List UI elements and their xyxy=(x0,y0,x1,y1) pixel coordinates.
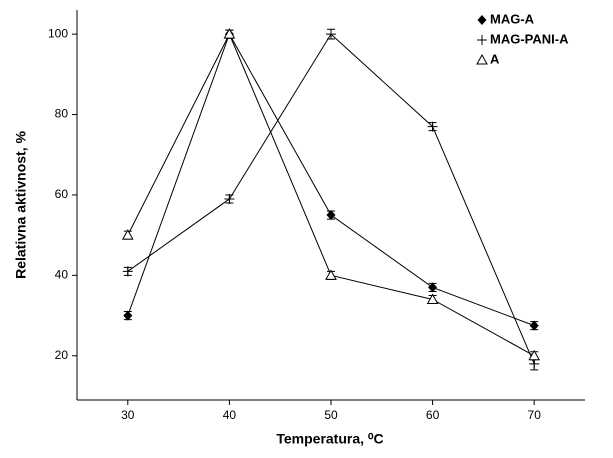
marker xyxy=(326,210,336,221)
x-tick-label: 50 xyxy=(324,408,338,422)
marker xyxy=(123,310,133,321)
x-tick-label: 60 xyxy=(426,408,440,422)
y-tick-label: 80 xyxy=(55,107,69,121)
marker xyxy=(122,266,133,277)
x-tick-label: 40 xyxy=(223,408,237,422)
marker xyxy=(326,29,336,40)
marker xyxy=(121,229,134,240)
series-line xyxy=(127,33,535,365)
legend-label: A xyxy=(490,51,500,66)
marker xyxy=(223,28,236,39)
legend-marker xyxy=(477,35,487,45)
marker xyxy=(426,293,439,304)
x-tick-label: 30 xyxy=(121,408,135,422)
marker xyxy=(529,358,540,369)
legend-marker xyxy=(476,53,488,65)
marker xyxy=(427,121,438,132)
legend-label: MAG-PANI-A xyxy=(490,31,569,46)
y-axis-label: Relativna aktivnost, % xyxy=(13,131,29,279)
series-line xyxy=(127,32,535,327)
x-tick-label: 70 xyxy=(528,408,542,422)
y-tick-label: 60 xyxy=(55,187,69,201)
legend-label: MAG-A xyxy=(490,11,535,26)
legend-marker xyxy=(477,15,487,25)
series-line xyxy=(127,32,535,357)
marker xyxy=(528,349,541,361)
marker xyxy=(325,269,337,280)
y-tick-label: 40 xyxy=(55,268,69,282)
x-axis-label: Temperatura, ⁰C xyxy=(276,431,383,447)
marker xyxy=(529,320,539,331)
y-tick-label: 100 xyxy=(48,26,68,40)
y-tick-label: 20 xyxy=(55,348,69,362)
marker xyxy=(224,193,235,204)
marker xyxy=(428,282,438,293)
